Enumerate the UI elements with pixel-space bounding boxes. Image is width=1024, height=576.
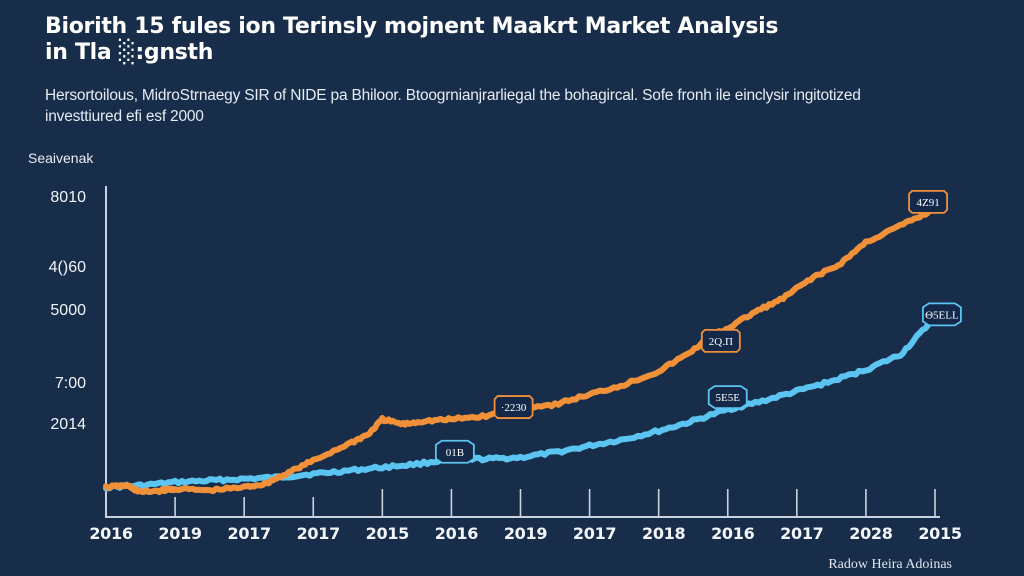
data-label-text: 2Q.Π xyxy=(709,336,733,348)
data-label-text: 5E5E xyxy=(716,392,741,404)
x-axis-tick-label: 2017 xyxy=(296,524,341,543)
data-label-box xyxy=(493,395,534,419)
data-label: ·2230 xyxy=(493,395,534,419)
x-axis-tick-label: 2016 xyxy=(89,524,133,543)
data-label: Θ5ELL xyxy=(922,302,962,327)
chart-title: Biorith 15 fules ion Terinsly mojnent Ma… xyxy=(45,14,778,66)
series-layer xyxy=(103,209,932,496)
y-axis-tick-label: 2014 xyxy=(50,415,86,433)
data-label-box xyxy=(908,189,948,214)
chart-title-line-1: Biorith 15 fules ion Terinsly mojnent Ma… xyxy=(45,14,779,39)
data-labels-layer: ·2230 2Q.Π 4Z91 01B 5E5E Θ5ELL xyxy=(434,189,962,464)
x-axis-tick-label: 2028 xyxy=(849,524,893,543)
data-label-text: Θ5ELL xyxy=(925,309,959,321)
data-label-box xyxy=(707,385,748,410)
chart-title-line-2: in Tla ░:gnsth xyxy=(45,40,214,65)
y-axis-tick-label: 8010 xyxy=(50,189,86,207)
data-label: 01B xyxy=(434,439,475,464)
data-label: 5E5E xyxy=(707,385,748,410)
data-label-box xyxy=(434,439,475,464)
y-axis-tick-label: 5000 xyxy=(50,301,86,319)
axes xyxy=(105,186,940,518)
x-axis-tick-label: 2017 xyxy=(572,524,617,543)
data-label-box xyxy=(922,302,962,327)
series-line-orange xyxy=(103,209,932,496)
data-label: 2Q.Π xyxy=(700,328,741,353)
y-axis-tick-label: 7:00 xyxy=(54,374,86,392)
x-axis-tick-label: 2018 xyxy=(641,524,686,543)
y-axis-label: Seaivenak xyxy=(28,150,94,166)
x-axis-tick-label: 2016 xyxy=(434,524,479,543)
x-axis-tick-label: 2019 xyxy=(158,524,202,543)
data-label: 4Z91 xyxy=(908,189,948,214)
x-axis-tick-label: 2017 xyxy=(780,524,824,543)
chart-subtitle-line-1: Hersortoilous, MidroStrnaegy SIR of NIDE… xyxy=(45,87,861,104)
data-label-text: 01B xyxy=(446,447,464,459)
source-note: Radow Heira Adoinas xyxy=(828,557,952,572)
chart-subtitle: Hersortoilous, MidroStrnaegy SIR of NIDE… xyxy=(45,85,861,127)
x-axis-tick-label: 2016 xyxy=(711,524,755,543)
chart-subtitle-line-2: investtiured efi esf 2000 xyxy=(45,108,204,125)
x-axis-tick-label: 2019 xyxy=(503,524,548,543)
x-axis-tick-label: 2015 xyxy=(365,524,410,543)
x-axis-tick-label: 2015 xyxy=(918,524,962,543)
data-label-text: 4Z91 xyxy=(916,197,939,209)
x-axis-tick-label: 2017 xyxy=(227,524,271,543)
series-line-blue xyxy=(103,322,932,492)
data-label-box xyxy=(700,328,741,353)
y-axis-tick-label: 4()60 xyxy=(48,258,86,276)
data-label-text: ·2230 xyxy=(501,402,527,414)
